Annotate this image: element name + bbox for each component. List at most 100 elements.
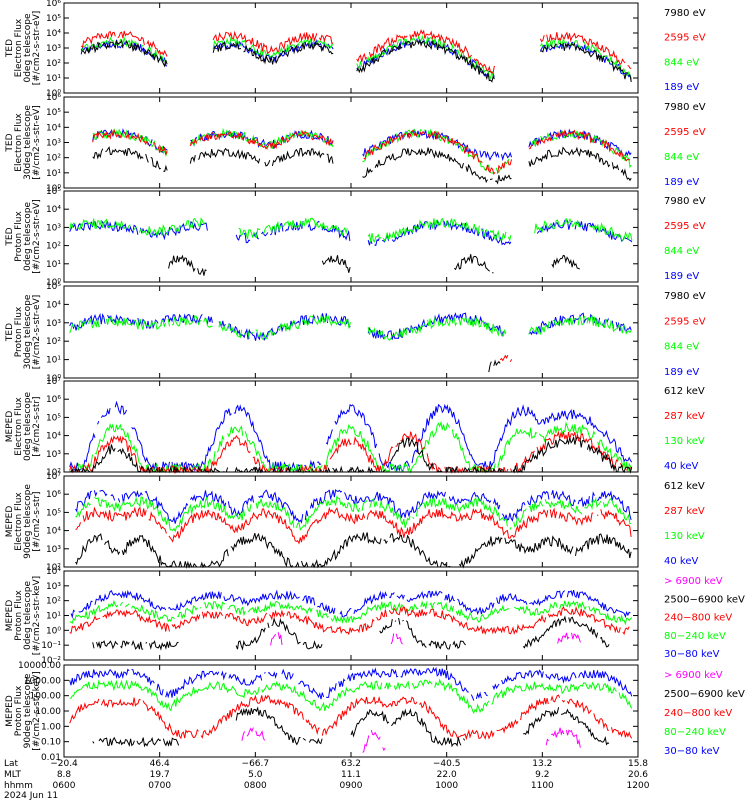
footer-lat-6: 13.2 (532, 759, 552, 769)
panel-1-ytick-label-1: 10⁰ (46, 89, 61, 99)
footer-hhmm-6: 1100 (531, 781, 554, 791)
panel-3-ytick-label-6: 10⁵ (46, 187, 61, 197)
panel-2-series-3 (92, 129, 631, 175)
panel-5-ytick-label-4: 10⁵ (46, 413, 61, 423)
panel-3-ytick-label-5: 10⁴ (46, 205, 61, 215)
panel-7-ylabel-line-4: [#/cm2-s-str-keV] (32, 576, 42, 655)
panel-7-ylabel-line-1: MEPED (5, 600, 15, 632)
footer-row-label-2: MLT (4, 770, 22, 780)
panel-6-series-3 (75, 506, 632, 545)
panel-5-ylabel-line-2: Electron Flux (14, 397, 24, 456)
panel-6-series-4 (75, 532, 632, 569)
panel-8-ytick-label-4: 10.00 (35, 707, 61, 717)
panel-2-series-1 (92, 128, 632, 162)
panel-8-ylabel-line-2: Proton Flux (14, 685, 24, 736)
panel-5-ytick-label-2: 10³ (46, 450, 61, 460)
panel-5-ytick-label-3: 10⁴ (46, 432, 61, 442)
panel-7-ytick-label-3: 10⁰ (46, 626, 61, 636)
panel-8-legend-4: 80−240 keV (664, 727, 726, 738)
panel-7-ytick-label-6: 10³ (46, 582, 61, 592)
panel-8-legend-1: > 6900 keV (664, 670, 723, 681)
panel-4-ylabel-line-2: Proton Flux (14, 306, 24, 357)
panel-2-ytick-label-2: 10¹ (46, 169, 61, 179)
footer-lat-3: −66.7 (242, 759, 270, 769)
panel-3-ylabel-line-2: Proton Flux (14, 211, 24, 262)
panel-6-ylabel-line-3: 90deg telescope (23, 484, 33, 559)
panel-1-ytick-label-7: 10⁶ (46, 0, 61, 9)
panel-2-ytick-label-5: 10⁴ (46, 123, 61, 133)
panel-6-legend-4: 40 keV (664, 556, 698, 567)
panel-8-ylabel-line-1: MEPED (5, 695, 15, 727)
panel-1-legend-4: 189 eV (664, 82, 699, 93)
footer-row-label-3: hhmm (4, 781, 33, 791)
panel-2-ylabel-line-1: TED (5, 133, 15, 152)
footer-lat-1: −20.4 (50, 759, 78, 769)
panel-4-ytick-label-4: 10³ (46, 319, 61, 329)
panel-5-legend-1: 612 keV (664, 386, 705, 397)
panel-8-ytick-label-3: 1.00 (41, 722, 61, 732)
panel-3-legend-1: 7980 eV (664, 196, 706, 207)
panel-6-ytick-label-4: 10⁵ (46, 508, 61, 518)
panel-4-ytick-label-1: 10⁰ (46, 374, 61, 384)
panel-3-ylabel-line-1: TED (5, 227, 15, 246)
panel-4-legend-3: 844 eV (664, 342, 699, 353)
panel-8-legend-2: 2500−6900 keV (664, 689, 745, 700)
panel-6-ylabel-line-2: Electron Flux (14, 492, 24, 551)
panel-5-legend-3: 130 keV (664, 436, 705, 447)
panel-2-legend-4: 189 eV (664, 177, 699, 188)
panel-8-ytick-label-1: 0.01 (41, 753, 61, 763)
panel-6-ytick-label-3: 10⁴ (46, 527, 61, 537)
panel-4-ylabel-line-3: 30deg telescope (23, 294, 33, 369)
panel-6-ylabel-line-1: MEPED (5, 506, 15, 538)
panel-7-ylabel-line-3: 0deg telescope (23, 581, 33, 651)
panel-5-series-1 (69, 400, 633, 473)
panel-4-series-3 (499, 354, 513, 362)
footer-hhmm-4: 0900 (340, 781, 363, 791)
panel-3-ylabel-line-3: 0deg telescope (23, 202, 33, 272)
panel-5-ylabel-line-3: 0deg telescope (23, 392, 33, 462)
panel-3-ytick-label-4: 10³ (46, 223, 61, 233)
panel-1-series-3 (80, 29, 632, 74)
panel-6-legend-2: 287 keV (664, 506, 705, 517)
panel-4-ytick-label-3: 10² (46, 337, 61, 347)
panel-6-legend-3: 130 keV (664, 531, 705, 542)
panel-4-legend-2: 2595 eV (664, 316, 706, 327)
panel-6-series-1 (75, 489, 632, 524)
panel-7-legend-4: 80−240 keV (664, 631, 726, 642)
panel-5-legend-2: 287 keV (664, 411, 705, 422)
panel-6-ytick-label-2: 10³ (46, 545, 61, 555)
panel-7-series-3 (69, 605, 630, 636)
panel-6-ylabel-line-4: [#/cm2-s-str] (32, 491, 42, 551)
panel-7-series-1 (70, 589, 631, 619)
panel-1-ytick-label-2: 10¹ (46, 74, 61, 84)
panel-5-ylabel-line-1: MEPED (5, 411, 15, 443)
footer-hhmm-5: 1000 (435, 781, 458, 791)
panel-3-legend-2: 2595 eV (664, 221, 706, 232)
panel-4-ytick-label-2: 10¹ (46, 356, 61, 366)
panel-8-ylabel-line-3: 90deg telescope (23, 673, 33, 748)
panel-2-ytick-label-6: 10⁵ (46, 108, 61, 118)
panel-8-series-5 (241, 727, 581, 753)
footer-lat-2: 46.4 (150, 759, 170, 769)
footer-mlt-7: 20.6 (628, 770, 648, 780)
panel-7-legend-2: 2500−6900 keV (664, 594, 745, 605)
panel-8-legend-5: 30−80 keV (664, 746, 720, 757)
panel-2-ytick-label-7: 10⁶ (46, 93, 61, 103)
panel-5-ylabel-line-4: [#/cm2-s-str] (32, 396, 42, 456)
footer-mlt-3: 5.0 (248, 770, 263, 780)
panel-1-ylabel-line-3: 0deg telescope (23, 13, 33, 83)
panel-6-ytick-label-1: 10² (46, 563, 61, 573)
panel-4-series-4 (488, 359, 501, 373)
footer-hhmm-7: 1200 (627, 781, 650, 791)
panel-7-series-5 (270, 632, 581, 646)
panel-7-ytick-label-1: 10⁻² (41, 656, 61, 666)
panel-5-ytick-label-6: 10⁷ (46, 377, 61, 387)
panel-4-ylabel-line-4: [#/cm2-s-str-eV] (32, 295, 42, 370)
panel-4-ytick-label-6: 10⁵ (46, 282, 61, 292)
panel-6-ytick-label-5: 10⁶ (46, 490, 61, 500)
panel-3-ytick-label-1: 10⁰ (46, 278, 61, 288)
panel-7-legend-5: 30−80 keV (664, 649, 720, 660)
panel-2-ylabel-line-3: 30deg telescope (23, 105, 33, 180)
panel-3-legend-3: 844 eV (664, 246, 699, 257)
